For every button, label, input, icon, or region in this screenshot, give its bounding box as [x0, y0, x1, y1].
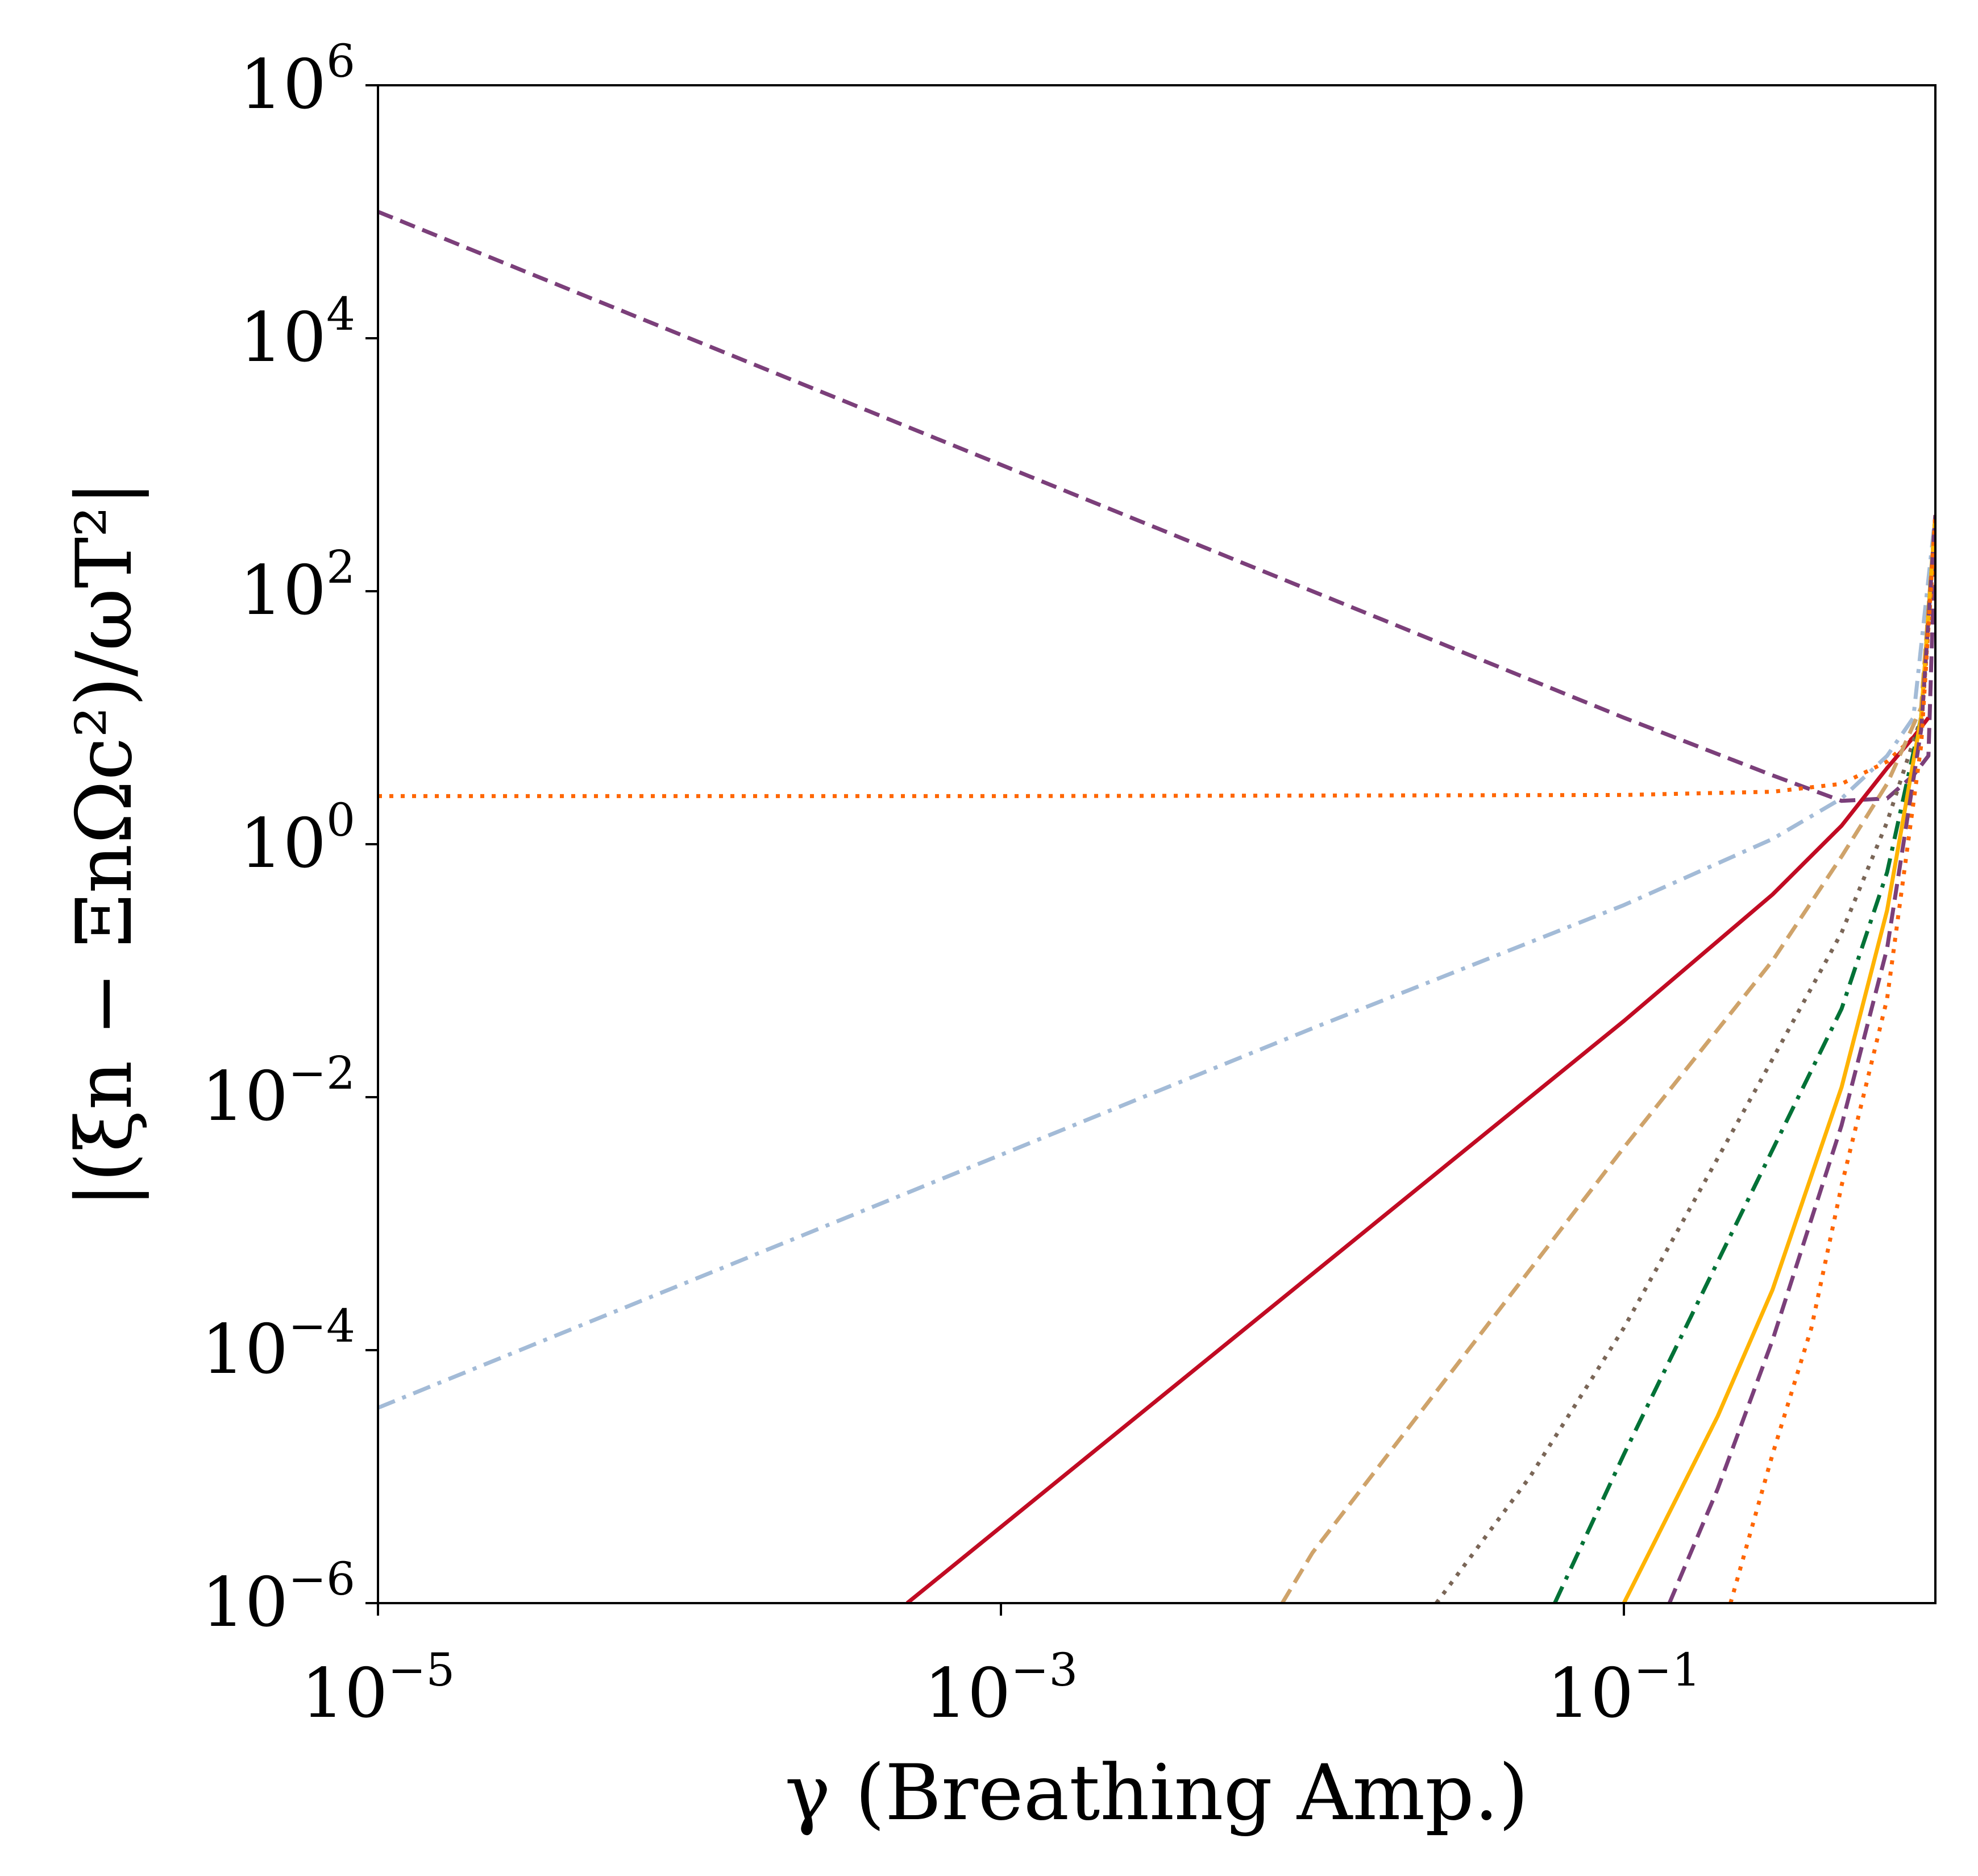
x-tick-label-3: 10−1: [1547, 1643, 1701, 1733]
y-tick-label-4: 100: [239, 794, 355, 883]
series-line-10: [1728, 514, 1935, 1603]
series-line-8: [1622, 514, 1935, 1603]
y-tick-label-7: 10−6: [201, 1553, 355, 1642]
series-line-2: [378, 530, 1935, 798]
plot-frame: [377, 84, 1937, 1604]
series-layer: [378, 210, 1935, 1603]
series-line-5: [1280, 514, 1935, 1603]
series-line-3: [378, 514, 1935, 1410]
x-tick-label-2: 10−3: [924, 1643, 1078, 1733]
series-line-4: [905, 716, 1930, 1603]
y-axis-label: |(ξn − ΞnΩc²)/ωT²|: [60, 480, 149, 1208]
series-line-9: [1667, 514, 1935, 1603]
y-tick-label-5: 10−2: [201, 1047, 355, 1136]
y-tick-label-3: 102: [239, 541, 355, 630]
y-tick-label-1: 106: [239, 35, 355, 124]
x-axis-label: γ (Breathing Amp.): [785, 1748, 1529, 1837]
y-tick-label-6: 10−4: [201, 1300, 355, 1389]
ticks-layer: 10−5 10−3 10−1 106 104 102 100 10−2 10−4 10−6: [201, 35, 1701, 1733]
x-tick-label-1: 10−5: [301, 1643, 455, 1733]
series-line-1: [378, 210, 1935, 803]
y-tick-label-2: 104: [239, 288, 355, 377]
series-line-7: [1553, 514, 1935, 1603]
